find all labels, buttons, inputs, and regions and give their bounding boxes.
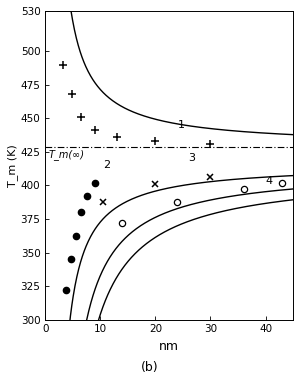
Text: 1: 1: [178, 120, 184, 130]
Text: T_m(∞): T_m(∞): [48, 149, 84, 160]
Text: 2: 2: [103, 160, 110, 170]
Y-axis label: T_m (K): T_m (K): [7, 144, 18, 187]
Text: (b): (b): [141, 361, 159, 374]
X-axis label: nm: nm: [159, 340, 179, 353]
Text: 3: 3: [188, 153, 196, 163]
Text: 4: 4: [266, 176, 273, 186]
